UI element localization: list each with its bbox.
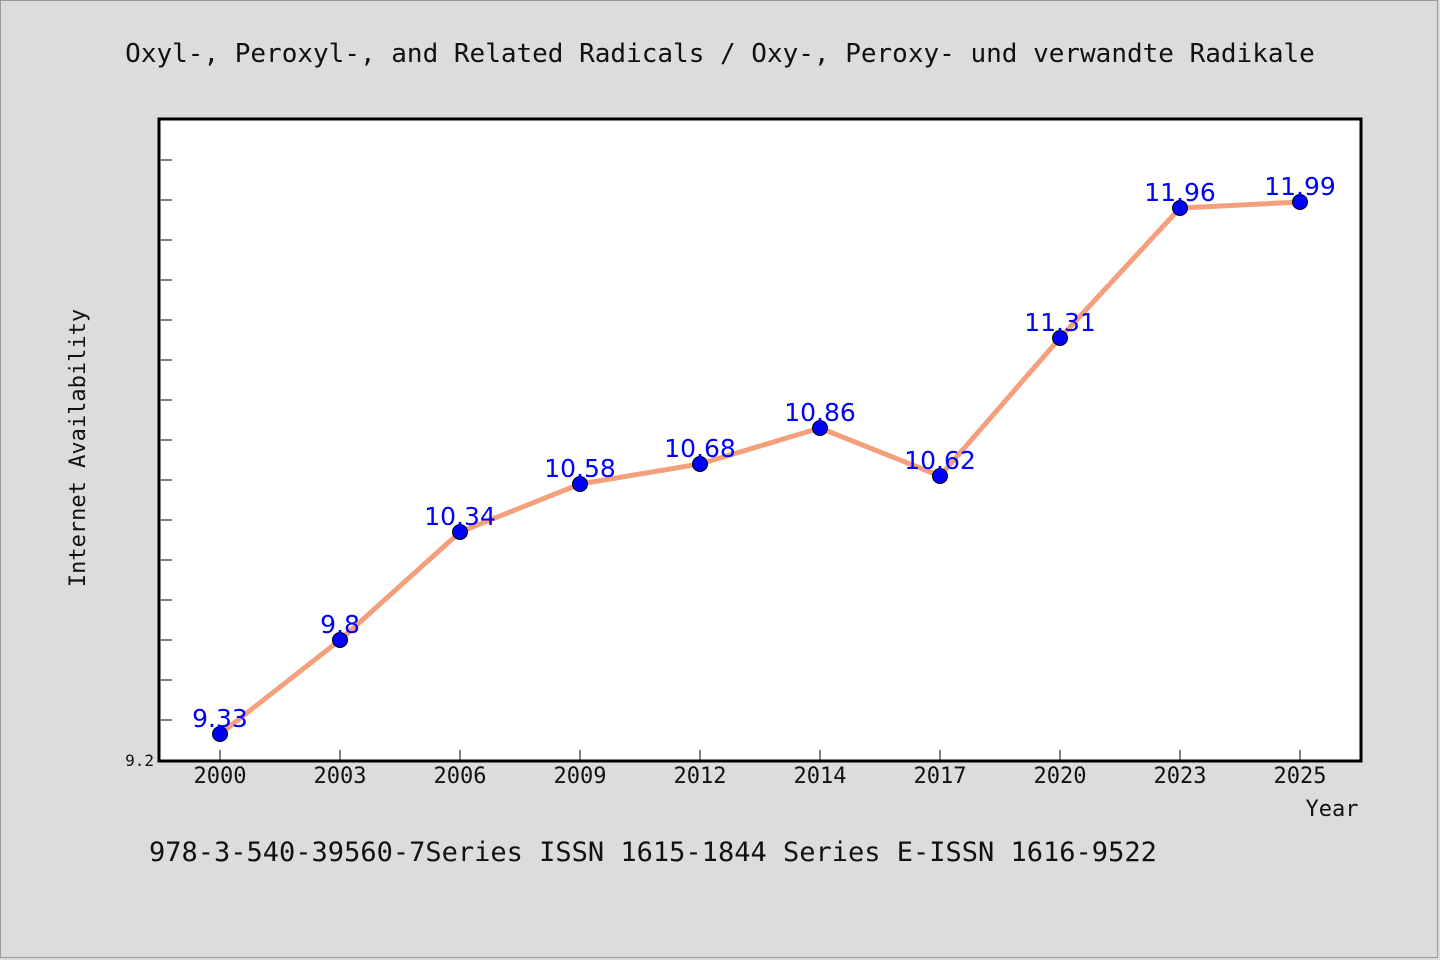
data-point <box>1172 200 1188 216</box>
data-label: 9.33 <box>192 704 248 733</box>
data-label: 11.99 <box>1264 172 1336 201</box>
data-label: 10.86 <box>784 398 856 427</box>
data-label: 10.34 <box>424 502 496 531</box>
chart-title: Oxyl-, Peroxyl-, and Related Radicals / … <box>125 39 1315 69</box>
data-point <box>812 420 828 436</box>
x-tick-label: 2012 <box>674 764 727 789</box>
y-axis-ticks: 9.2 <box>125 159 172 770</box>
data-point <box>1052 330 1068 346</box>
x-tick-label: 2009 <box>554 764 607 789</box>
x-axis-label: Year <box>1306 797 1359 822</box>
data-point <box>1292 194 1308 210</box>
x-tick-label: 2025 <box>1274 764 1327 789</box>
x-tick-label: 2020 <box>1034 764 1087 789</box>
data-point <box>932 468 948 484</box>
data-label: 9.8 <box>320 610 360 639</box>
data-label: 11.96 <box>1144 178 1216 207</box>
y-axis-label: Internet Availability <box>66 309 91 587</box>
x-tick-label: 2023 <box>1154 764 1207 789</box>
x-axis-ticks: 2000 2003 2006 2009 2012 2014 2017 2020 2023 2025 <box>194 750 1327 789</box>
isbn-footer: 978-3-540-39560-7Series ISSN 1615-1844 S… <box>149 837 1157 868</box>
data-point <box>332 632 348 648</box>
x-tick-label: 2000 <box>194 764 247 789</box>
data-point <box>212 726 228 742</box>
x-tick-label: 2006 <box>434 764 487 789</box>
data-label: 10.58 <box>544 454 616 483</box>
data-label: 10.62 <box>904 446 976 475</box>
x-tick-label: 2017 <box>914 764 967 789</box>
data-point <box>572 476 588 492</box>
x-tick-label: 2014 <box>794 764 847 789</box>
series-line <box>218 199 1301 736</box>
y-tick-label: 9.2 <box>125 751 154 770</box>
series-layer: 9.33 9.8 10.34 10.58 10.68 10.86 10.62 11.31 11.… <box>192 172 1336 742</box>
data-point <box>692 456 708 472</box>
data-point <box>452 524 468 540</box>
x-tick-label: 2003 <box>314 764 367 789</box>
data-label: 10.68 <box>664 434 736 463</box>
data-label: 11.31 <box>1024 308 1096 337</box>
